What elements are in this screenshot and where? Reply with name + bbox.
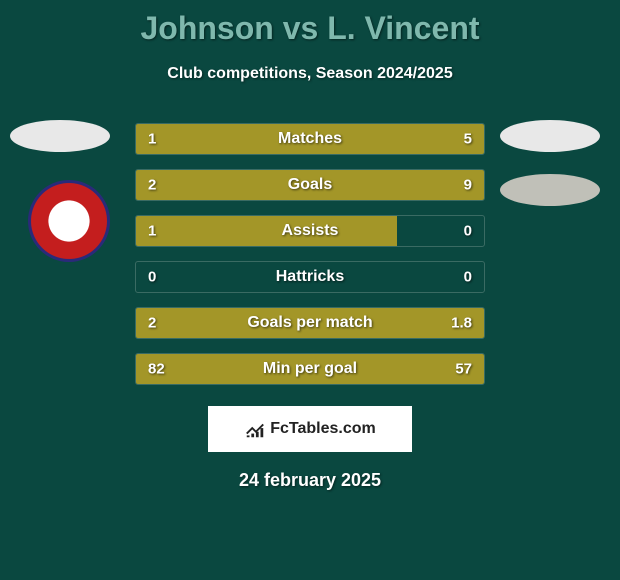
branding-text: FcTables.com: [270, 420, 376, 438]
stat-row: 29Goals: [135, 169, 485, 201]
comparison-bars: 15Matches29Goals10Assists00Hattricks21.8…: [135, 123, 485, 399]
chart-icon: [244, 418, 266, 440]
stat-value-left: 1: [148, 131, 156, 148]
stat-value-right: 0: [464, 223, 472, 240]
stat-value-right: 5: [464, 131, 472, 148]
stat-bar-left: [136, 354, 341, 384]
club-badge-icon: [28, 180, 110, 262]
stat-bar-left: [136, 124, 195, 154]
page-title: Johnson vs L. Vincent: [0, 0, 620, 47]
stat-row: 8257Min per goal: [135, 353, 485, 385]
stat-value-left: 82: [148, 361, 165, 378]
stat-value-right: 9: [464, 177, 472, 194]
stat-value-left: 2: [148, 315, 156, 332]
stat-bar-right: [195, 124, 484, 154]
footer-section: FcTables.com 24 february 2025: [0, 398, 620, 491]
stat-value-left: 0: [148, 269, 156, 286]
stat-value-right: 1.8: [451, 315, 472, 332]
stat-bar-left: [136, 216, 397, 246]
stat-value-right: 57: [455, 361, 472, 378]
date-text: 24 february 2025: [0, 470, 620, 491]
stat-value-left: 1: [148, 223, 156, 240]
player-right-oval-1: [500, 120, 600, 152]
stat-value-left: 2: [148, 177, 156, 194]
branding-box[interactable]: FcTables.com: [208, 406, 412, 452]
stat-bar-right: [199, 170, 484, 200]
stat-value-right: 0: [464, 269, 472, 286]
stat-row: 21.8Goals per match: [135, 307, 485, 339]
stat-bar-left: [136, 170, 199, 200]
stat-bar-left: [136, 308, 320, 338]
stat-label: Hattricks: [136, 268, 484, 286]
player-right-oval-2: [500, 174, 600, 206]
page-subtitle: Club competitions, Season 2024/2025: [0, 65, 620, 83]
stat-row: 0 0Hattricks: [135, 261, 485, 293]
stat-row: 10Assists: [135, 215, 485, 247]
player-left-oval: [10, 120, 110, 152]
stat-row: 15Matches: [135, 123, 485, 155]
